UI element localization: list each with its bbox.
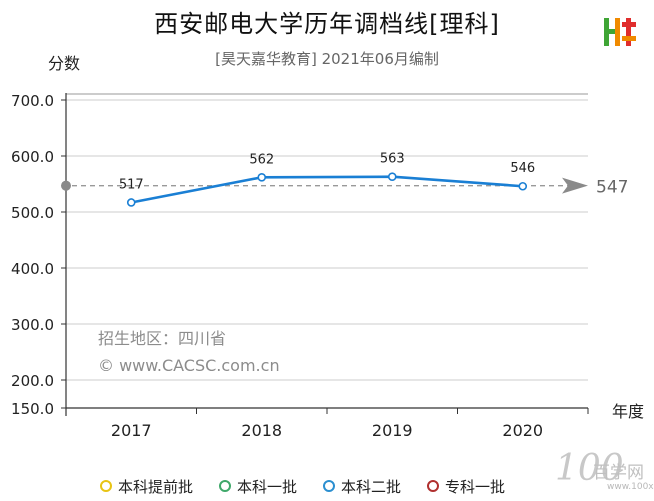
watermark-url: © www.CACSC.com.cn (98, 356, 280, 375)
x-tick-label: 2018 (241, 421, 282, 440)
x-tick-label: 2019 (372, 421, 413, 440)
data-point (518, 181, 528, 191)
legend-label: 本科一批 (237, 477, 298, 496)
data-point (126, 198, 136, 207)
y-tick-label: 700.0 (11, 92, 54, 110)
y-axis-label: 分数 (48, 54, 81, 73)
chart-title: 西安邮电大学历年调档线[理科] (154, 10, 500, 38)
average-arrow (562, 177, 588, 194)
data-label: 517 (119, 177, 144, 192)
brand-name: 百学网 (593, 463, 644, 483)
data-label: 562 (249, 152, 274, 167)
data-label: 546 (510, 161, 535, 176)
average-value-label: 547 (596, 178, 628, 198)
y-tick-label: 300.0 (11, 316, 54, 334)
data-point (257, 172, 267, 182)
legend-label: 专科一批 (445, 477, 506, 496)
y-tick-label: 600.0 (11, 148, 54, 166)
legend-item[interactable]: 本科提前批 (100, 474, 193, 498)
legend-swatch (100, 480, 112, 492)
series-line (131, 175, 523, 204)
x-tick-label: 2017 (111, 421, 152, 440)
legend-label: 本科提前批 (118, 477, 194, 496)
legend-swatch (219, 480, 232, 492)
legend-item[interactable]: 专科一批 (427, 474, 505, 498)
y-tick-label: 500.0 (11, 204, 54, 222)
average-start-dot (61, 180, 71, 191)
data-point (387, 172, 397, 182)
data-label: 563 (380, 152, 405, 167)
legend-item[interactable]: 本科一批 (219, 474, 297, 498)
brand-number: 100 (555, 448, 624, 489)
x-axis-label: 年度 (612, 402, 645, 421)
y-tick-label: 200.0 (11, 372, 54, 390)
y-tick-label: 400.0 (11, 260, 54, 278)
legend-label: 本科二批 (341, 477, 402, 496)
watermark-region: 招生地区：四川省 (98, 329, 227, 348)
legend-swatch (323, 480, 336, 492)
brand-watermark: 100 百学网 www.100xue.net (555, 448, 654, 500)
legend-swatch (427, 480, 440, 492)
brand-url: www.100xue.net (607, 482, 654, 492)
hthj-logo-icon (604, 18, 636, 46)
x-tick-label: 2020 (502, 421, 543, 440)
chart-subtitle: [昊天嘉华教育] 2021年06月编制 (215, 50, 439, 68)
chart-legend: 本科提前批 本科一批 本科二批 专科一批 (100, 474, 570, 498)
y-tick-label: 150.0 (11, 400, 54, 418)
legend-item[interactable]: 本科二批 (323, 474, 401, 498)
